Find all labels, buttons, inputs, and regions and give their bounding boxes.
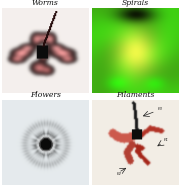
Text: Spirals: Spirals bbox=[122, 0, 149, 7]
Text: Flowers: Flowers bbox=[30, 91, 61, 99]
Text: Worms: Worms bbox=[32, 0, 59, 7]
Text: F1: F1 bbox=[164, 138, 169, 142]
Text: Filaments: Filaments bbox=[117, 91, 155, 99]
Text: F3: F3 bbox=[157, 107, 163, 111]
Text: F2: F2 bbox=[117, 172, 122, 176]
